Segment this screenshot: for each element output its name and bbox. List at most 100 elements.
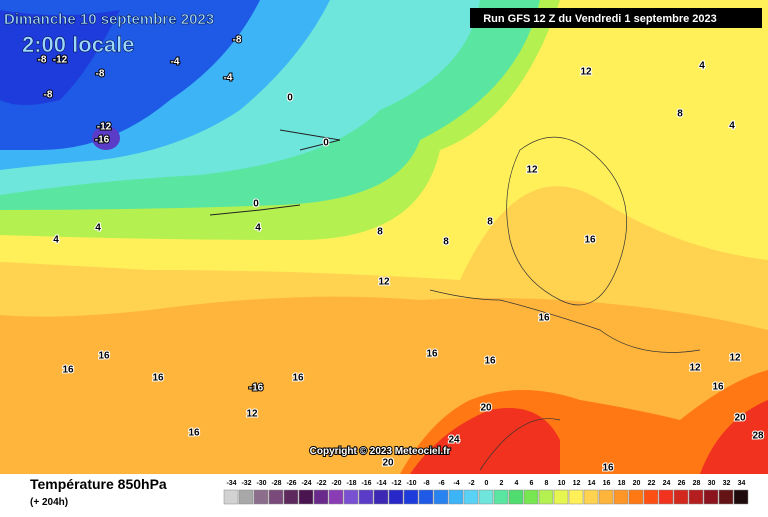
scale-label: -10 (406, 480, 416, 487)
scale-label: 16 (603, 480, 611, 487)
scale-swatch (703, 489, 719, 505)
scale-swatch (463, 489, 479, 505)
contour-label: 8 (487, 217, 493, 228)
scale-label: 6 (530, 480, 534, 487)
copyright: Copyright © 2023 Meteociel.fr (310, 446, 451, 457)
scale-label: 34 (738, 480, 746, 487)
contour-label: -8 (44, 90, 53, 101)
contour-label: -8 (38, 55, 47, 66)
scale-label: 20 (633, 480, 641, 487)
scale-label: -18 (346, 480, 356, 487)
contour-label: 12 (689, 363, 701, 374)
contour-label: 28 (752, 431, 764, 442)
contour-label: -4 (171, 57, 180, 68)
scale-swatch (343, 489, 359, 505)
scale-label: 26 (678, 480, 686, 487)
scale-swatch (313, 489, 329, 505)
scale-label: 28 (693, 480, 701, 487)
scale-swatch (613, 489, 629, 505)
contour-label: -12 (97, 122, 112, 133)
coastline (429, 289, 701, 471)
scale-swatch (673, 489, 689, 505)
scale-label: -24 (301, 480, 311, 487)
scale-swatch (373, 489, 389, 505)
contour-label: -8 (233, 35, 242, 46)
contour-label: 0 (323, 138, 329, 149)
contour-label: 20 (480, 403, 492, 414)
contour-label: -8 (96, 69, 105, 80)
scale-label: 4 (515, 480, 519, 487)
contour-label: 4 (53, 235, 59, 246)
scale-swatch (688, 489, 704, 505)
scale-label: -8 (423, 480, 429, 487)
scale-swatch (283, 489, 299, 505)
contour-label: 16 (712, 382, 724, 393)
scale-swatch (508, 489, 524, 505)
contour-label: 12 (526, 165, 538, 176)
contour-label: 24 (448, 435, 460, 446)
contour-label: 16 (484, 356, 496, 367)
scale-label: 0 (485, 480, 489, 487)
contour-label: 16 (62, 365, 74, 376)
scale-label: 8 (545, 480, 549, 487)
scale-label: -28 (271, 480, 281, 487)
run-box (470, 8, 762, 28)
scale-swatch (568, 489, 584, 505)
scale-label: -16 (361, 480, 371, 487)
contour-label: -16 (95, 135, 110, 146)
contour-label: 16 (584, 235, 596, 246)
scale-label: -26 (286, 480, 296, 487)
contour-label: 16 (152, 373, 164, 384)
scale-swatch (298, 489, 314, 505)
scale-label: 32 (723, 480, 731, 487)
scale-swatch (418, 489, 434, 505)
variable-name: Température 850hPa (30, 476, 167, 492)
zone-m16 (92, 126, 120, 150)
contour-label: 16 (188, 428, 200, 439)
scale-label: -2 (468, 480, 474, 487)
contour-label: 0 (287, 93, 293, 104)
map-time: 2:00 locale (22, 32, 135, 57)
contour-label: 8 (677, 109, 683, 120)
scale-swatch (658, 489, 674, 505)
scale-label: 24 (663, 480, 671, 487)
scale-swatch (493, 489, 509, 505)
contour-label: 8 (377, 227, 383, 238)
lead-time: (+ 204h) (30, 497, 68, 508)
scale-swatch (238, 489, 254, 505)
scale-label: -20 (331, 480, 341, 487)
scale-swatch (628, 489, 644, 505)
map-date: Dimanche 10 septembre 2023 (4, 11, 214, 28)
scale-label: 18 (618, 480, 626, 487)
scale-label: -6 (438, 480, 444, 487)
scale-label: -4 (453, 480, 459, 487)
scale-swatch (328, 489, 344, 505)
scale-label: -32 (241, 480, 251, 487)
zone-24 (410, 408, 560, 474)
contour-label: 12 (246, 409, 258, 420)
scale-swatch (358, 489, 374, 505)
contour-label: 16 (98, 351, 110, 362)
scale-swatch (523, 489, 539, 505)
contour-labels: -8 -8 -12 -8 -12 -16 -4 -8 -4 0 0 0 4 4 4 8 8 12 12 8 12 16 16… (37, 34, 765, 475)
scale-swatch (733, 489, 749, 505)
scale-swatch (403, 489, 419, 505)
scale-swatch (223, 489, 239, 505)
scale-label: 12 (573, 480, 581, 487)
scale-swatch (598, 489, 614, 505)
contour-label: 16 (538, 313, 550, 324)
color-scale: -34 -32 -30 -28 -26 -24 -22 -20 -18 -16 -14 -12 -10-… (223, 480, 749, 505)
scale-label: 30 (708, 480, 716, 487)
contour-label: 20 (734, 413, 746, 424)
contour-label: 12 (729, 353, 741, 364)
scale-label: -12 (391, 480, 401, 487)
scale-label: -22 (316, 480, 326, 487)
scale-label: 10 (558, 480, 566, 487)
contour-label: 4 (95, 223, 101, 234)
contour-label: 16 (602, 463, 614, 474)
scale-label: -34 (226, 480, 236, 487)
contour-label: 16 (426, 349, 438, 360)
coastline (209, 129, 341, 216)
scale-swatch (478, 489, 494, 505)
